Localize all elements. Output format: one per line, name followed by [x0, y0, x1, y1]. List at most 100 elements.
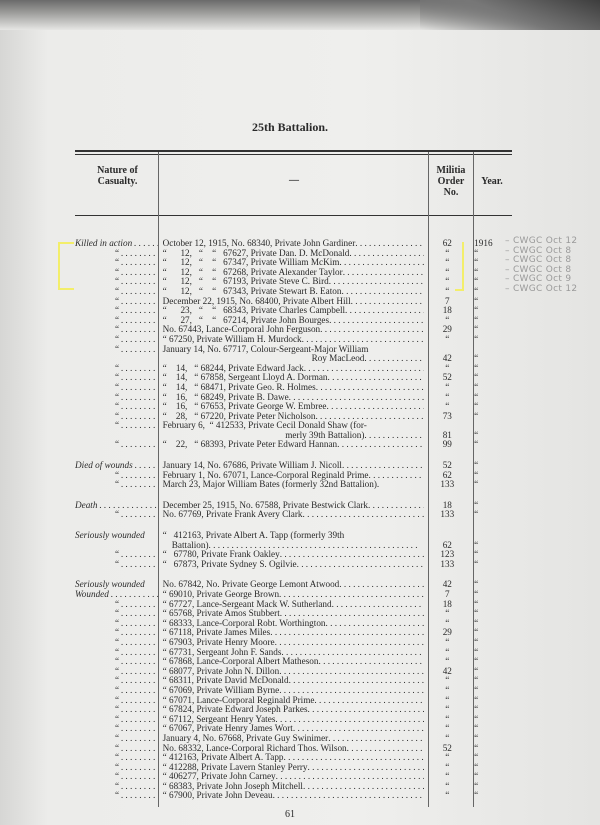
- table-row: “ “ 27, “ “ 67214, Private John Bourges “ “: [75, 315, 512, 326]
- header-nature: Nature of Casualty.: [97, 165, 138, 187]
- description-cell: “ 67780, Private Frank Oakley: [158, 550, 425, 560]
- order-number-cell: “: [445, 381, 450, 392]
- nature-cell: [75, 431, 158, 441]
- nature-text: “: [115, 772, 120, 782]
- year-cell: “: [474, 608, 479, 619]
- dot-leader: [327, 402, 425, 412]
- year-cell: “: [474, 752, 479, 763]
- description-text: Roy MacLeod: [311, 354, 365, 364]
- nature-text: “: [115, 781, 120, 791]
- highlighter-bracket: [58, 288, 74, 290]
- description-cell: “ 12, “ “ 67268, Private Alexander Taylo…: [158, 268, 425, 278]
- description-text: “ 406277, Private John Carney: [162, 772, 276, 782]
- description-text: “ 67118, Private James Miles: [162, 628, 271, 638]
- order-number-cell: “: [445, 761, 450, 772]
- dot-leader: [328, 373, 425, 383]
- order-number-cell: “: [445, 257, 450, 268]
- table-row: “ “ 67727, Lance-Sergeant Mack W. Sutherl…: [75, 598, 512, 610]
- year-cell: “: [474, 285, 479, 296]
- table-row: “ “ 28, “ 67220, Private Peter Nicholson 7…: [75, 411, 512, 422]
- order-number-cell: 42: [442, 665, 452, 676]
- nature-cell: “: [75, 600, 158, 610]
- dot-leader: [289, 393, 425, 403]
- year-cell: “: [474, 636, 479, 647]
- description-text: No. 67842, No. Private George Lemont Atw…: [162, 580, 340, 590]
- nature-cell: “: [75, 480, 158, 490]
- dot-leader: [364, 431, 424, 441]
- dot-leader: [339, 580, 424, 590]
- dot-leader: [345, 306, 424, 316]
- order-number-cell: “: [445, 401, 450, 412]
- table-row: Battalion) 62 “: [75, 540, 512, 551]
- table-row: “ “ 22, “ 68393, Private Peter Edward Han…: [75, 440, 512, 450]
- dot-leader: [121, 763, 158, 773]
- table-row: “ “ 406277, Private John Carney “ “: [75, 772, 512, 782]
- description-text: Battalion): [162, 540, 209, 550]
- year-cell: “: [474, 684, 479, 695]
- year-cell: “: [474, 646, 479, 657]
- description-text: “ 68383, Private John Joseph Mitchell: [162, 781, 303, 791]
- description-text: No. 67443, Lance-Corporal John Ferguson: [162, 325, 321, 335]
- order-number-cell: “: [445, 617, 450, 628]
- dot-leader: [279, 667, 424, 677]
- description-text: “ 67873, Private Sydney S. Ogilvie: [162, 559, 297, 569]
- description-text: “ 12, “ “ 67347, Private William McKim: [162, 258, 340, 268]
- order-number-cell: “: [445, 391, 450, 402]
- nature-cell: Wounded: [75, 590, 158, 600]
- header-order: Militia Order No.: [436, 165, 466, 198]
- nature-text: “: [115, 647, 120, 657]
- nature-cell: Seriously wounded: [75, 580, 158, 590]
- nature-text: “: [115, 258, 120, 268]
- nature-text: “: [115, 421, 120, 431]
- handwritten-note: – CWGC Oct 8: [505, 245, 572, 256]
- table-row: “ “ 16, “ 67653, Private George W. Embree…: [75, 401, 512, 412]
- year-cell: “: [474, 391, 479, 402]
- dot-leader: [121, 600, 158, 610]
- order-number-cell: “: [445, 790, 450, 801]
- order-number-cell: 42: [442, 579, 452, 590]
- description-cell: “ 412163, Private Albert A. Tapp: [158, 753, 425, 763]
- description-text: January 14, No. 67686, Private William J…: [162, 461, 342, 471]
- nature-cell: “: [75, 686, 158, 696]
- dot-leader: [280, 609, 425, 619]
- description-cell: “ 12, “ “ 67347, Private William McKim: [158, 258, 425, 268]
- description-cell: December 25, 1915, No. 67588, Private Be…: [158, 501, 425, 511]
- order-number-cell: “: [445, 333, 450, 344]
- dot-leader: [121, 393, 158, 403]
- dot-leader: [121, 335, 158, 345]
- description-text: October 12, 1915, No. 68340, Private Joh…: [162, 239, 356, 248]
- nature-cell: “: [75, 705, 158, 715]
- order-number-cell: “: [445, 276, 450, 287]
- year-cell: “: [474, 469, 479, 480]
- dot-leader: [135, 461, 158, 471]
- dot-leader: [121, 657, 158, 667]
- description-text: “ 68077, Private John N. Dillon: [162, 666, 280, 676]
- order-number-cell: “: [445, 675, 450, 686]
- table-top-rule-inner: [75, 154, 512, 155]
- table-row: “ “ 68311, Private David McDonald “ “: [75, 676, 512, 686]
- year-cell: “: [474, 362, 479, 373]
- year-cell: “: [474, 439, 479, 450]
- nature-cell: “: [75, 724, 158, 734]
- nature-text: “: [115, 628, 120, 638]
- dot-leader: [316, 383, 425, 393]
- dot-leader: [121, 421, 158, 431]
- dot-leader: [284, 753, 425, 763]
- year-cell: “: [474, 598, 479, 609]
- nature-text: “: [115, 470, 120, 480]
- dot-leader: [121, 609, 158, 619]
- description-cell: “ 68383, Private John Joseph Mitchell: [158, 782, 425, 792]
- nature-cell: “: [75, 335, 158, 345]
- highlighter-bracket: [58, 242, 60, 290]
- order-number-cell: “: [445, 723, 450, 734]
- description-text: “ 67069, Private William Byrne: [162, 685, 280, 695]
- nature-cell: “: [75, 440, 158, 450]
- nature-cell: Seriously wounded: [75, 531, 158, 541]
- table-row: Death December 25, 1915, No. 67588, Priva…: [75, 500, 512, 511]
- table-row: “ “ 68077, Private John N. Dillon 42 “: [75, 665, 512, 677]
- order-number-cell: 133: [440, 479, 455, 490]
- year-cell: “: [474, 704, 479, 715]
- table-row: “ “ 12, “ “ 67193, Private Steve C. Bird “…: [75, 277, 512, 287]
- table-top-rule: [75, 150, 512, 152]
- nature-cell: “: [75, 560, 158, 570]
